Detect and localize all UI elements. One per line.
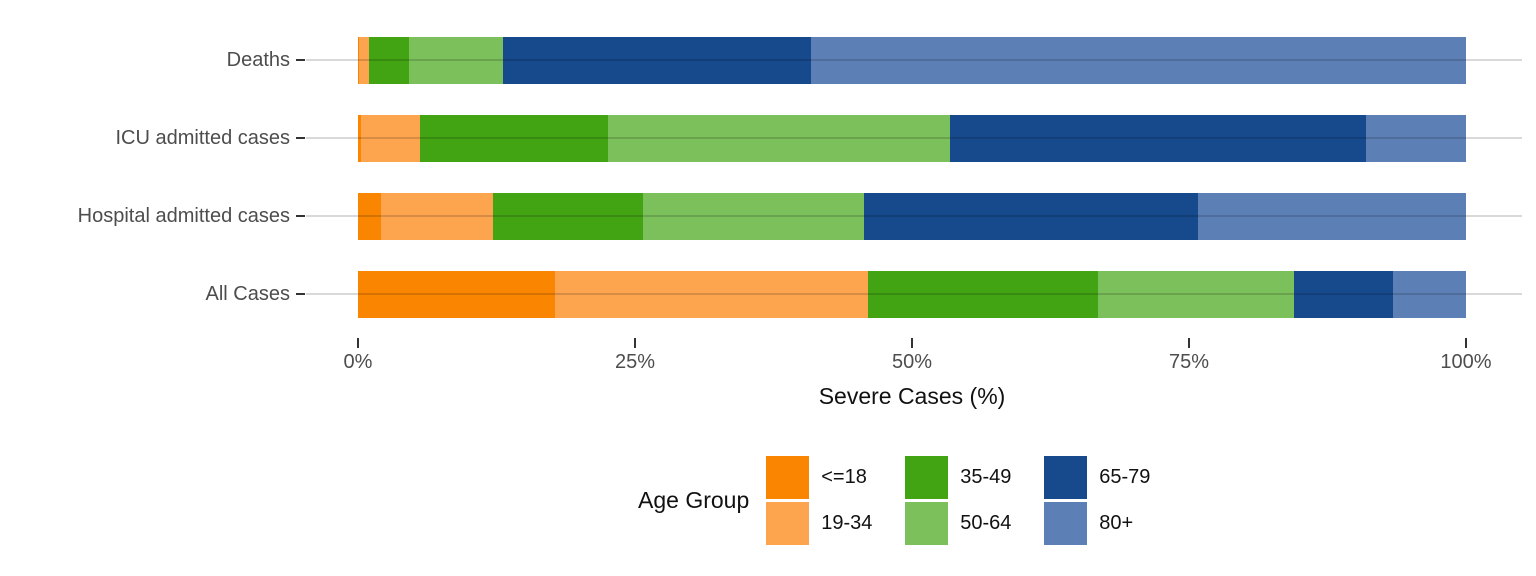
bar-segment xyxy=(1366,114,1466,162)
bar-segment xyxy=(811,36,1466,84)
x-tick xyxy=(1465,338,1467,348)
bar-segment xyxy=(949,114,1367,162)
gridline xyxy=(306,215,1522,217)
legend-swatch xyxy=(905,456,949,499)
y-axis-label: All Cases xyxy=(205,283,290,305)
bar-segment xyxy=(864,192,1198,240)
bar-segment xyxy=(408,36,504,84)
y-tick xyxy=(296,137,305,139)
bar-segment xyxy=(358,270,556,318)
legend-label: 80+ xyxy=(1099,512,1134,534)
x-tick-label: 100% xyxy=(1440,351,1492,373)
x-tick-label: 50% xyxy=(891,351,933,373)
legend-item: 80+ xyxy=(1044,501,1157,546)
x-axis-title: Severe Cases (%) xyxy=(818,383,1006,409)
bar-segment xyxy=(381,192,494,240)
legend-title: Age Group xyxy=(638,487,750,513)
legend-items: <=18 19-34 35-49 50-64 65-79 80+ xyxy=(766,455,1157,546)
x-tick-label: 75% xyxy=(1168,351,1210,373)
legend-swatch xyxy=(1044,502,1088,545)
bar-segment xyxy=(1392,270,1466,318)
legend-swatch xyxy=(766,456,810,499)
gridline xyxy=(306,59,1522,61)
bar-segment xyxy=(358,36,360,84)
x-tick-label: 0% xyxy=(343,351,373,373)
legend-item: 50-64 xyxy=(905,501,1018,546)
legend-swatch xyxy=(905,502,949,545)
gridline xyxy=(306,137,1522,139)
y-tick xyxy=(296,215,305,217)
bar-row xyxy=(358,36,1466,84)
legend-label: 50-64 xyxy=(960,512,1012,534)
bar-segment xyxy=(1197,192,1466,240)
bar-segment xyxy=(420,114,609,162)
y-tick xyxy=(296,59,305,61)
legend-swatch xyxy=(766,502,810,545)
bar-row xyxy=(358,192,1466,240)
legend-label: 19-34 xyxy=(821,512,873,534)
bar-segment xyxy=(493,192,643,240)
x-tick xyxy=(1188,338,1190,348)
y-axis-label: ICU admitted cases xyxy=(115,127,290,149)
gridline xyxy=(306,293,1522,295)
legend-item: <=18 xyxy=(766,455,879,500)
x-tick-label: 25% xyxy=(614,351,656,373)
legend-swatch xyxy=(1044,456,1088,499)
bar-row xyxy=(358,114,1466,162)
x-tick xyxy=(634,338,636,348)
y-axis-label: Deaths xyxy=(226,49,290,71)
legend-item: 65-79 xyxy=(1044,455,1157,500)
legend-label: <=18 xyxy=(821,466,867,488)
bar-segment xyxy=(358,192,382,240)
bar-row xyxy=(358,270,1466,318)
bar-segment xyxy=(642,192,865,240)
legend: Age Group <=18 19-34 35-49 50-64 65-79 80+ xyxy=(638,455,1157,546)
bar-segment xyxy=(1098,270,1295,318)
bar-segment xyxy=(359,36,370,84)
bar-segment xyxy=(1294,270,1393,318)
x-tick xyxy=(357,338,359,348)
y-axis-label: Hospital admitted cases xyxy=(77,205,290,227)
legend-item: 19-34 xyxy=(766,501,879,546)
bar-segment xyxy=(369,36,409,84)
bar-segment xyxy=(867,270,1099,318)
legend-label: 35-49 xyxy=(960,466,1012,488)
bar-segment xyxy=(358,114,362,162)
bar-segment xyxy=(503,36,812,84)
legend-label: 65-79 xyxy=(1099,466,1151,488)
legend-item: 35-49 xyxy=(905,455,1018,500)
bar-segment xyxy=(608,114,950,162)
y-tick xyxy=(296,293,305,295)
bar-segment xyxy=(555,270,868,318)
x-tick xyxy=(911,338,913,348)
bar-segment xyxy=(361,114,421,162)
